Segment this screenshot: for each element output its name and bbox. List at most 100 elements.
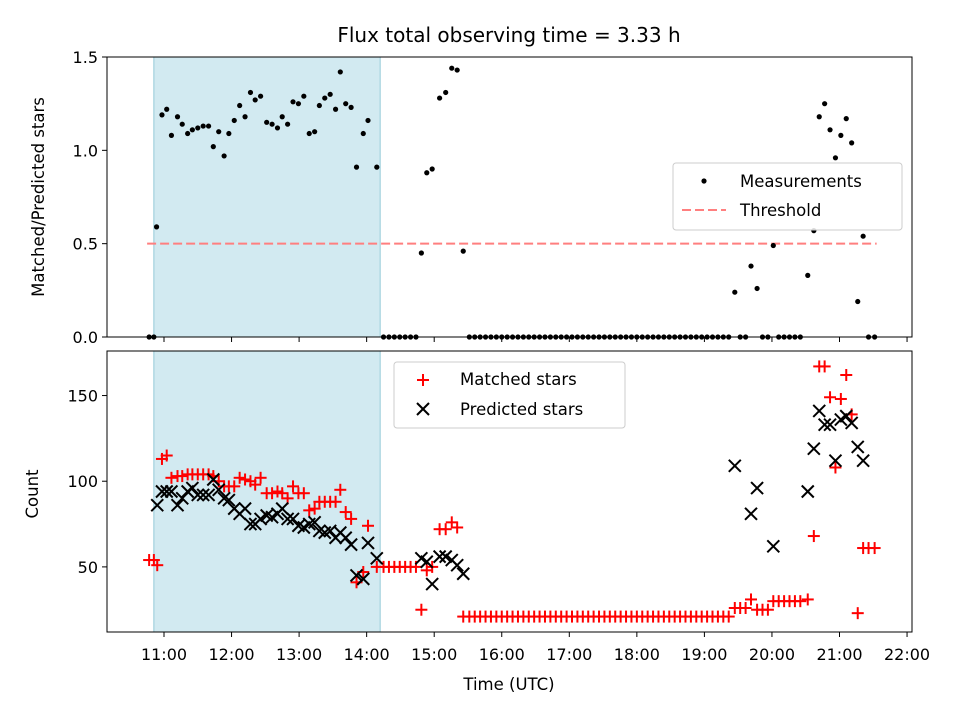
predicted-star-point bbox=[370, 551, 384, 566]
measurement-point bbox=[429, 166, 435, 172]
measurement-point bbox=[252, 97, 258, 103]
top-axes-frame bbox=[106, 56, 913, 338]
top-y-tick-label: 1.5 bbox=[73, 48, 98, 67]
matched-star-point bbox=[233, 471, 246, 484]
measurement-point bbox=[153, 224, 160, 230]
matched-star-point bbox=[445, 516, 458, 529]
measurement-point bbox=[770, 242, 776, 249]
measurement-point bbox=[159, 112, 165, 118]
predicted-star-point bbox=[164, 484, 179, 499]
measurement-point bbox=[285, 121, 291, 127]
bottom-legend-box bbox=[393, 361, 626, 429]
measurement-point bbox=[449, 65, 455, 71]
predicted-star-point bbox=[851, 440, 865, 454]
x-axis-label: Time (UTC) bbox=[462, 675, 554, 694]
measurement-point bbox=[301, 93, 307, 99]
predicted-star-point bbox=[361, 536, 375, 550]
top-shaded-interval bbox=[153, 56, 381, 338]
measurement-point bbox=[295, 101, 302, 107]
measurement-point bbox=[443, 89, 449, 96]
predicted-star-point bbox=[206, 472, 221, 487]
measurement-point bbox=[816, 114, 822, 120]
measurement-point bbox=[437, 95, 443, 101]
measurement-point bbox=[168, 132, 175, 138]
matched-star-point bbox=[334, 483, 347, 496]
predicted-star-point bbox=[450, 558, 464, 572]
measurement-point bbox=[327, 91, 333, 97]
matched-star-point bbox=[329, 495, 342, 508]
predicted-star-point bbox=[307, 515, 322, 530]
measurement-point bbox=[174, 114, 181, 120]
measurement-point bbox=[454, 67, 460, 73]
measurement-point bbox=[343, 101, 349, 107]
x-tick-label: 11:00 bbox=[141, 645, 187, 664]
matched-star-point bbox=[239, 473, 252, 486]
predicted-star-point bbox=[150, 498, 164, 512]
matched-star-point bbox=[362, 519, 375, 532]
measurement-point bbox=[748, 263, 754, 269]
measurement-point bbox=[348, 104, 354, 110]
predicted-star-point bbox=[212, 483, 226, 497]
predicted-star-point bbox=[339, 531, 353, 545]
legend-label-measurements: Measurements bbox=[740, 172, 862, 191]
chart-title: Flux total observing time = 3.33 h bbox=[337, 23, 680, 47]
x-tick-label: 14:00 bbox=[344, 645, 390, 664]
measurement-point bbox=[189, 127, 195, 133]
predicted-star-point bbox=[243, 517, 258, 531]
measurement-point bbox=[374, 164, 380, 170]
matched-star-point bbox=[745, 593, 758, 606]
measurement-point bbox=[360, 130, 366, 137]
matched-star-point bbox=[151, 559, 164, 572]
matched-star-point bbox=[840, 368, 853, 381]
measurement-point bbox=[732, 289, 738, 295]
measurement-point bbox=[257, 93, 264, 99]
measurement-point bbox=[274, 125, 281, 131]
predicted-star-point bbox=[170, 498, 185, 512]
top-legend-box bbox=[672, 162, 903, 231]
matched-star-point bbox=[851, 607, 864, 620]
predicted-star-point bbox=[155, 484, 169, 499]
measurement-point bbox=[242, 114, 248, 120]
measurement-point bbox=[855, 298, 861, 305]
legend-label-threshold: Threshold bbox=[739, 201, 821, 220]
legend-label-predicted-stars: Predicted stars bbox=[460, 400, 583, 419]
x-tick-label: 13:00 bbox=[276, 645, 322, 664]
predicted-star-point bbox=[844, 416, 859, 430]
measurement-point bbox=[247, 89, 254, 96]
matched-star-point bbox=[818, 360, 831, 373]
predicted-star-point bbox=[286, 512, 300, 526]
predicted-star-point bbox=[201, 488, 216, 502]
matched-star-point bbox=[276, 487, 289, 500]
measurement-point bbox=[316, 102, 322, 109]
matched-star-point bbox=[228, 480, 241, 493]
measurement-point bbox=[237, 102, 243, 109]
matched-star-point bbox=[794, 595, 807, 608]
measurement-point bbox=[754, 285, 760, 292]
predicted-star-point bbox=[217, 491, 231, 506]
measurement-point bbox=[822, 101, 828, 107]
x-tick-label: 18:00 bbox=[614, 645, 660, 664]
legend-marker-measurements bbox=[701, 178, 707, 184]
matched-star-point bbox=[801, 593, 814, 606]
bottom-x-ticks: 11:00 12:00 13:00 14:00 15:00 16:00 17:00 18:00… bbox=[141, 632, 930, 664]
matched-star-point bbox=[722, 610, 735, 623]
bottom-y-tick-label: 150 bbox=[67, 387, 98, 406]
predicted-star-point bbox=[432, 549, 447, 564]
predicted-star-point bbox=[356, 572, 370, 586]
measurement-point bbox=[205, 123, 212, 129]
measurement-point bbox=[418, 250, 424, 256]
measurement-point bbox=[231, 117, 237, 124]
measurement-point bbox=[221, 153, 227, 159]
measurement-point bbox=[860, 233, 866, 239]
measurement-point bbox=[264, 119, 270, 125]
measurement-point bbox=[849, 140, 855, 146]
predicted-star-point bbox=[438, 549, 453, 564]
bottom-y-axis-label: Count bbox=[23, 469, 42, 519]
legend-marker-matched-stars bbox=[417, 374, 429, 386]
matched-star-point bbox=[160, 449, 173, 462]
matched-star-point bbox=[308, 502, 321, 515]
predicted-star-point bbox=[344, 537, 358, 552]
measurement-point bbox=[365, 117, 371, 124]
predicted-star-point bbox=[801, 484, 815, 499]
